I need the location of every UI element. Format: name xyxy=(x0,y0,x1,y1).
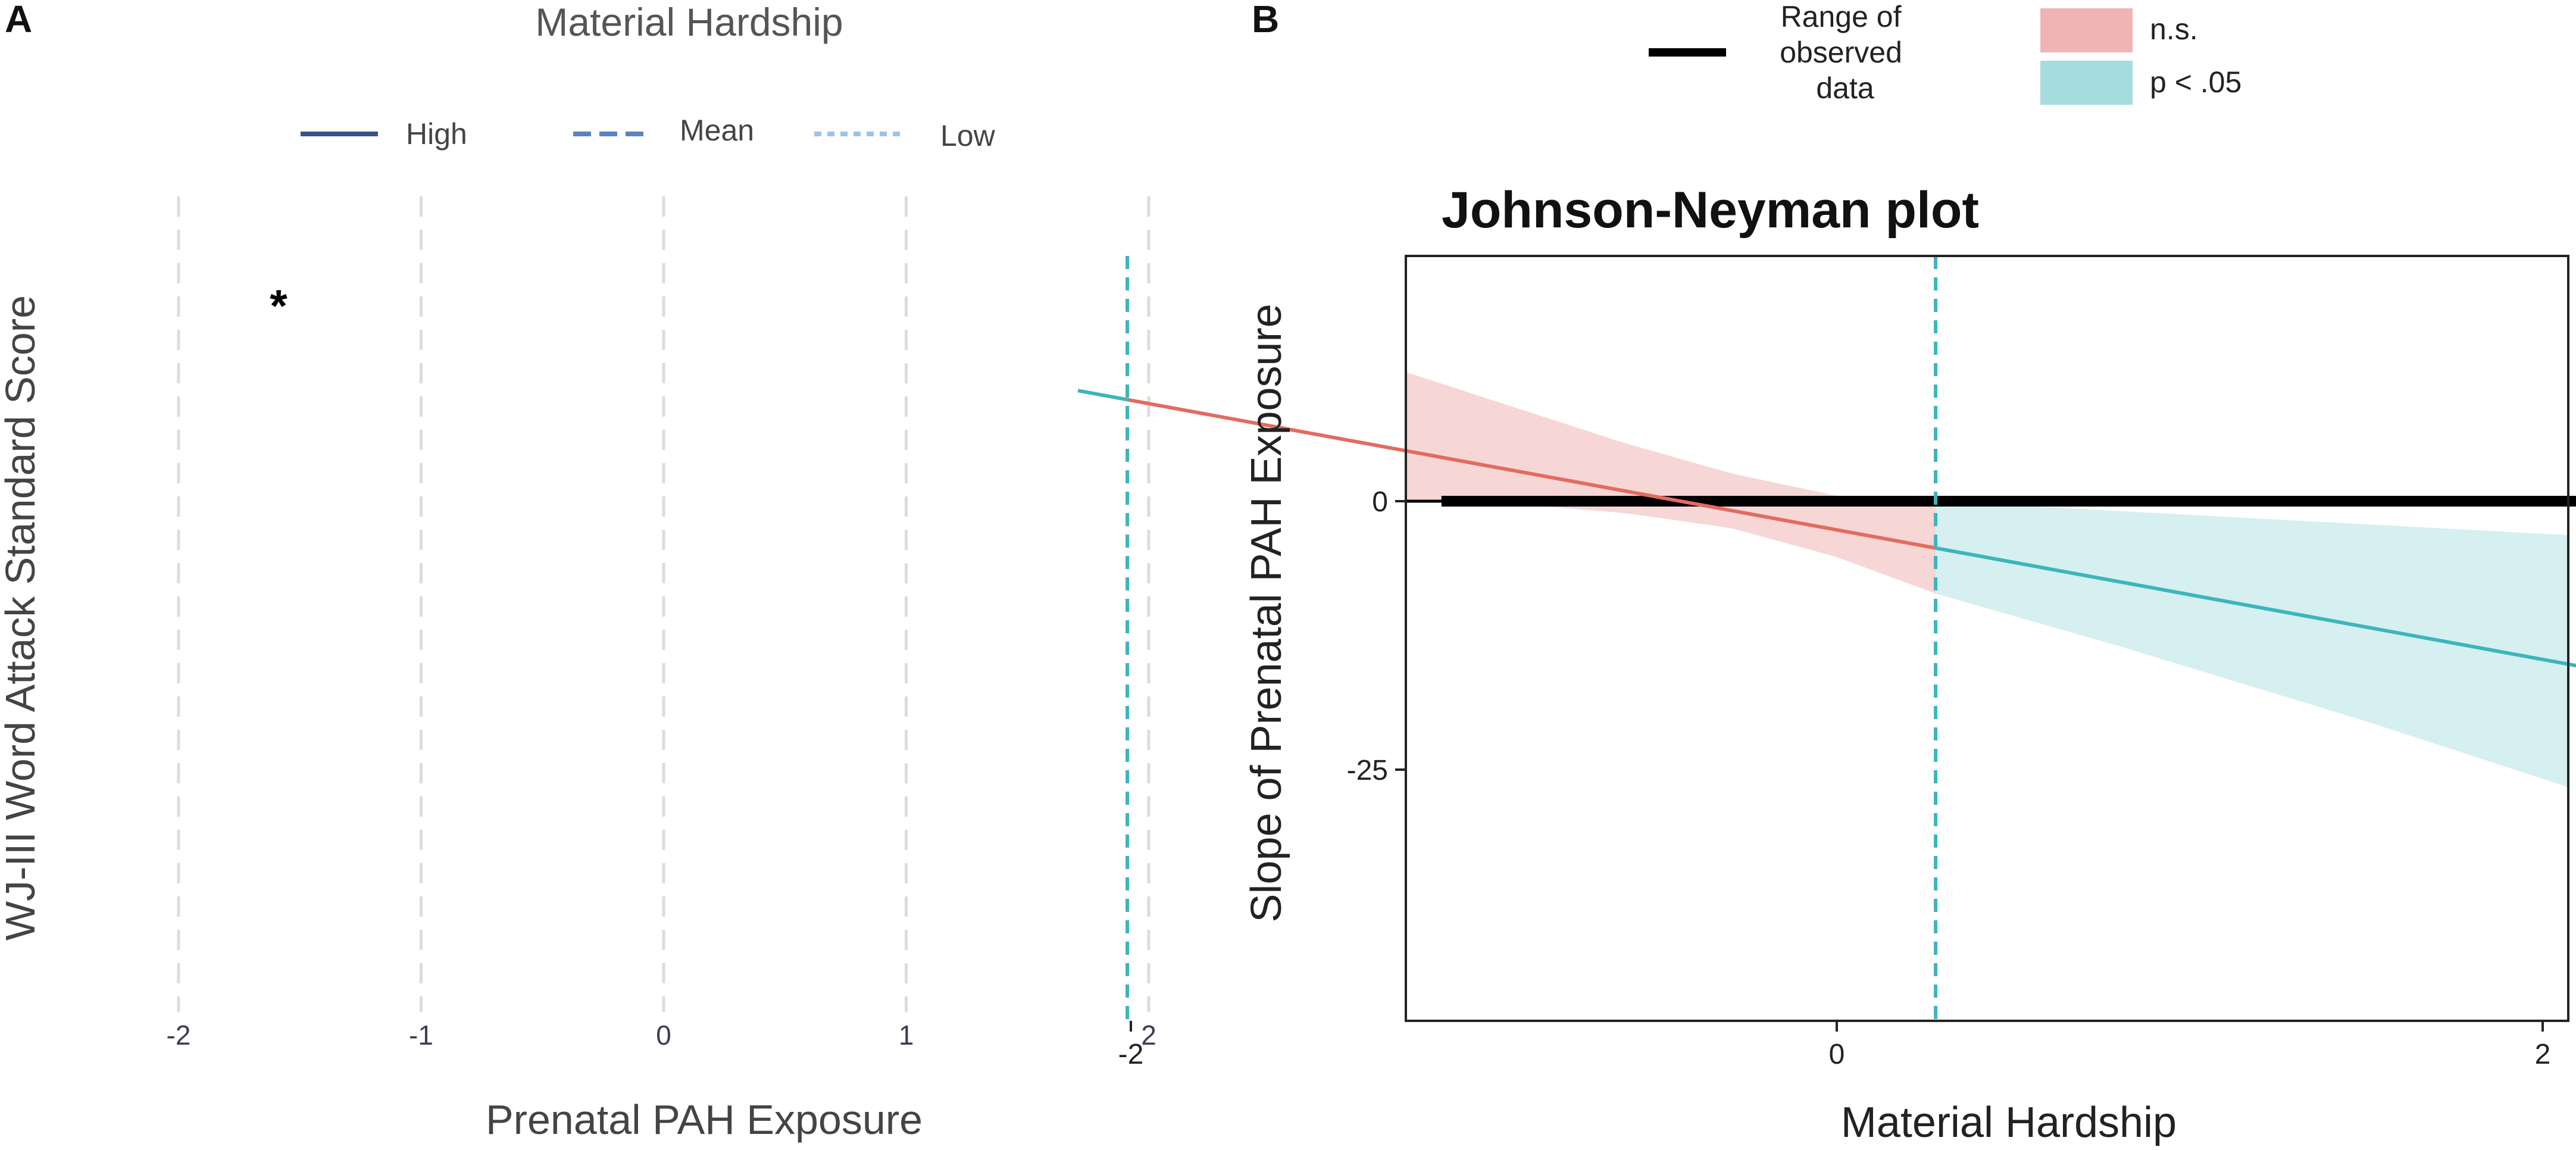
panel-a-x-tick-label: 0 xyxy=(656,1020,671,1051)
legend-range-line-3: data xyxy=(1816,71,1874,105)
panel-b-x-tick-label: -2 xyxy=(1118,1039,1144,1070)
legend-mean-label: Mean xyxy=(680,114,754,147)
ns-band xyxy=(1406,372,1936,594)
panel-b-y-axis-label: Slope of Prenatal PAH Exposure xyxy=(1243,304,1290,922)
confidence-bands xyxy=(1406,372,2568,788)
legend-range-line-1: Range of xyxy=(1781,0,1902,33)
legend-range-line-2: observed xyxy=(1780,36,1902,69)
panel-a-ticks: -2-10128090100110120 xyxy=(167,1020,1156,1051)
panel-b-y-tick-label: 0 xyxy=(1372,486,1388,518)
panel-b: B Range of observed data n.s. p < .05 Jo… xyxy=(1077,0,2576,1146)
slope-line-sig-left xyxy=(1077,389,1128,402)
panel-b-letter: B xyxy=(1252,0,1279,40)
panel-b-x-tick-label: 0 xyxy=(1829,1039,1845,1070)
slope-line-sig-right xyxy=(1935,546,2576,668)
panel-b-plot-frame xyxy=(1405,255,2569,1022)
panel-a-grid xyxy=(177,196,1151,1012)
panel-b-title: Johnson-Neyman plot xyxy=(1442,182,1979,239)
panel-b-plot: -20240-25 xyxy=(1077,255,2576,1070)
legend-high-label: High xyxy=(406,117,467,151)
panel-a-x-tick-label: -1 xyxy=(409,1020,433,1051)
panel-a-x-axis-label: Prenatal PAH Exposure xyxy=(486,1096,923,1143)
legend-low-label: Low xyxy=(940,119,996,152)
slope-line-ns xyxy=(1127,398,1936,550)
legend-ns-label: n.s. xyxy=(2150,12,2198,46)
panel-a-x-tick-label: 2 xyxy=(1141,1020,1156,1051)
panel-b-legend: Range of observed data n.s. p < .05 xyxy=(1649,0,2242,105)
panel-a-y-axis-label: WJ-III Word Attack Standard Score xyxy=(0,295,43,940)
panel-a-x-tick-label: -2 xyxy=(167,1020,191,1051)
legend-range-label: Range of observed data xyxy=(1780,0,1911,105)
panel-a-letter: A xyxy=(5,0,32,40)
panel-b-y-tick-label: -25 xyxy=(1347,755,1388,786)
legend-sig-swatch xyxy=(2040,61,2133,105)
panel-a: A Material Hardship High Mean Low -2 -1 0 1… xyxy=(0,0,1156,1143)
panel-a-x-tick-label: 1 xyxy=(899,1020,914,1051)
legend-sig-label: p < .05 xyxy=(2150,65,2242,99)
legend-ns-swatch xyxy=(2040,8,2133,52)
panel-b-x-axis-label: Material Hardship xyxy=(1841,1099,2177,1146)
significance-marker: * xyxy=(270,281,287,332)
panel-a-legend: High Mean Low xyxy=(301,114,996,152)
sig-band-right xyxy=(1936,501,2568,788)
panel-b-x-tick-label: 2 xyxy=(2535,1039,2551,1070)
panel-a-title: Material Hardship xyxy=(535,0,843,44)
